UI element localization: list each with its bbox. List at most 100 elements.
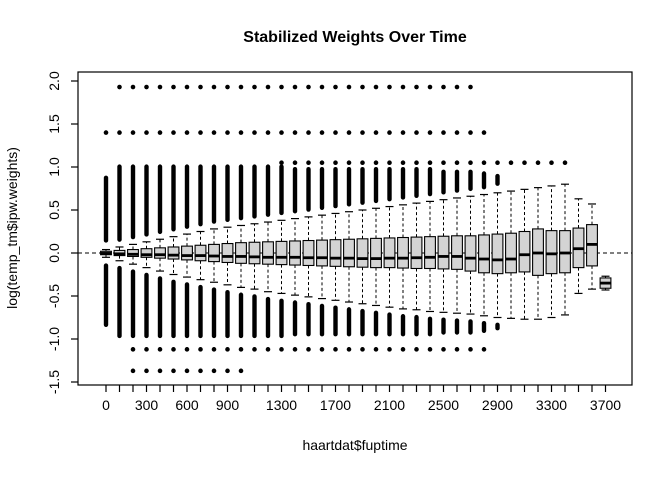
boxplot-box <box>221 242 234 264</box>
outlier-dot <box>225 130 230 135</box>
outlier-dot <box>400 84 406 90</box>
outlier-dot <box>319 347 325 352</box>
outlier-dot <box>171 368 176 374</box>
outlier-dot <box>225 84 230 90</box>
outlier-dot <box>427 84 433 90</box>
x-tick-label: 1700 <box>320 397 351 413</box>
outlier-dot <box>468 130 473 135</box>
outlier-dot <box>400 130 406 135</box>
outlier-dot <box>373 84 379 90</box>
y-tick-label: -0.5 <box>46 284 62 308</box>
outlier-dot <box>144 84 149 90</box>
outlier-dot <box>198 130 203 135</box>
outlier-dot <box>360 347 365 352</box>
outlier-column-low <box>373 310 379 337</box>
outlier-column-low <box>292 300 298 337</box>
outlier-dot <box>130 347 136 352</box>
outlier-dot <box>454 347 460 352</box>
outlier-dot <box>171 84 176 90</box>
outlier-dot <box>238 84 244 90</box>
outlier-dot <box>360 84 365 90</box>
outlier-column-high <box>292 167 298 214</box>
outlier-column-low <box>360 308 365 337</box>
outlier-dot <box>279 160 284 165</box>
outlier-column-high <box>373 167 379 204</box>
y-tick-label: 1.5 <box>46 114 62 134</box>
outlier-dot <box>225 347 230 352</box>
plot-area: -1.5 -1.0 -0.5 0.0 0.5 1.0 1.5 2.0 0 300 600 900 130… <box>46 71 633 413</box>
x-tick-label: 2900 <box>482 397 513 413</box>
boxplot-box <box>343 238 355 268</box>
outlier-dot <box>130 368 136 374</box>
outlier-dot <box>441 160 446 165</box>
outlier-dot <box>238 347 244 352</box>
outlier-column-high <box>252 164 257 219</box>
outlier-dot <box>373 160 379 165</box>
outlier-dot <box>414 160 419 165</box>
outlier-column-high <box>414 167 419 198</box>
outlier-dot <box>346 347 352 352</box>
outlier-dot <box>157 347 163 352</box>
outlier-column-low <box>157 276 163 339</box>
boxplot-box <box>505 232 517 274</box>
outlier-column-low <box>171 279 176 339</box>
outlier-dot <box>441 347 446 352</box>
outlier-column-low <box>495 322 500 331</box>
outlier-column-low <box>225 289 230 339</box>
outlier-column-high <box>117 164 122 242</box>
boxplot-box <box>275 240 288 266</box>
outlier-column-low <box>414 314 419 337</box>
outlier-dot <box>387 160 392 165</box>
outlier-dot <box>441 84 446 90</box>
outlier-dot <box>198 347 203 352</box>
outlier-dot <box>238 368 244 374</box>
outlier-dot <box>441 130 446 135</box>
chart-title: Stabilized Weights Over Time <box>243 29 467 46</box>
outlier-column-high <box>198 164 203 227</box>
outlier-dot <box>333 84 338 90</box>
outlier-dot <box>508 160 514 165</box>
outlier-dot <box>265 130 271 135</box>
outlier-dot <box>454 84 460 90</box>
outlier-dot <box>481 160 487 165</box>
y-tick-label: -1.0 <box>46 327 62 351</box>
outlier-dot <box>211 347 217 352</box>
outlier-dot <box>252 84 257 90</box>
outlier-column-low <box>130 269 136 339</box>
boxplot-box <box>356 238 369 268</box>
outlier-dot <box>319 84 325 90</box>
outlier-dot <box>360 130 365 135</box>
x-axis-label: haartdat$fuptime <box>302 437 407 453</box>
outlier-dot <box>333 347 338 352</box>
outlier-dot <box>252 130 257 135</box>
outlier-dot <box>468 84 473 90</box>
outlier-dot <box>117 130 122 135</box>
y-tick-label: 0.0 <box>46 243 62 263</box>
outlier-dot <box>103 130 109 135</box>
boxplot-box <box>424 236 436 270</box>
outlier-dot <box>157 368 163 374</box>
outlier-column-high <box>495 173 500 186</box>
outlier-dot <box>495 160 500 165</box>
outlier-dot <box>225 368 230 374</box>
outlier-dot <box>292 130 298 135</box>
outlier-column-low <box>103 263 109 327</box>
outlier-dot <box>427 347 433 352</box>
outlier-dot <box>306 84 311 90</box>
outlier-column-high <box>184 164 190 229</box>
boxplot-box <box>491 233 504 275</box>
outlier-dot <box>414 84 419 90</box>
boxplot-box <box>329 239 342 267</box>
outlier-dot <box>360 160 365 165</box>
x-tick-label: 1300 <box>266 397 297 413</box>
outlier-column-high <box>225 164 230 223</box>
boxplot-box <box>451 235 463 270</box>
x-tick-label: 900 <box>216 397 240 413</box>
y-axis-label: log(temp_tm$ipw.weights) <box>4 147 20 309</box>
outlier-dot <box>373 130 379 135</box>
outlier-dot <box>157 84 163 90</box>
outlier-dot <box>292 84 298 90</box>
outlier-column-high <box>427 167 433 197</box>
outlier-dot <box>157 130 163 135</box>
outlier-column-low <box>198 284 203 339</box>
